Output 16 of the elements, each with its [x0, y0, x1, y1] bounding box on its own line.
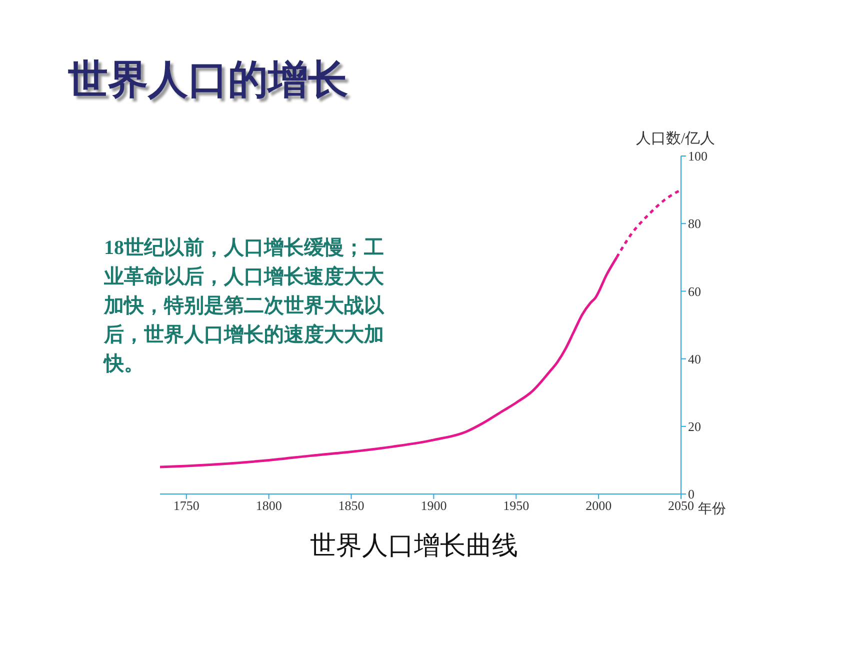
x-tick-label: 1900 [420, 498, 447, 514]
y-tick-label: 20 [688, 419, 701, 434]
x-tick-label: 1750 [173, 498, 200, 514]
y-tick-label: 40 [688, 351, 701, 366]
x-axis-title: 年份 [698, 500, 726, 518]
y-axis-title: 人口数/亿人 [636, 130, 716, 148]
text: 世界人口增长曲线 [310, 530, 518, 562]
x-tick-label: 1800 [256, 498, 282, 514]
chart-title: 世界人口的增长 [68, 56, 348, 105]
y-tick-label: 100 [688, 148, 708, 164]
x-tick-label: 2000 [586, 498, 612, 514]
x-tick-label: 1850 [338, 498, 364, 514]
annotation: 18世纪以前，人口增长缓慢；工业革命以后，人口增长速度大大加快，特别是第二次世界大战以后，世界人口增长的速度大大加快。 [104, 236, 386, 377]
y-tick-label: 80 [688, 216, 701, 232]
y-tick-label: 60 [688, 284, 701, 299]
x-tick-label: 1950 [503, 498, 530, 514]
